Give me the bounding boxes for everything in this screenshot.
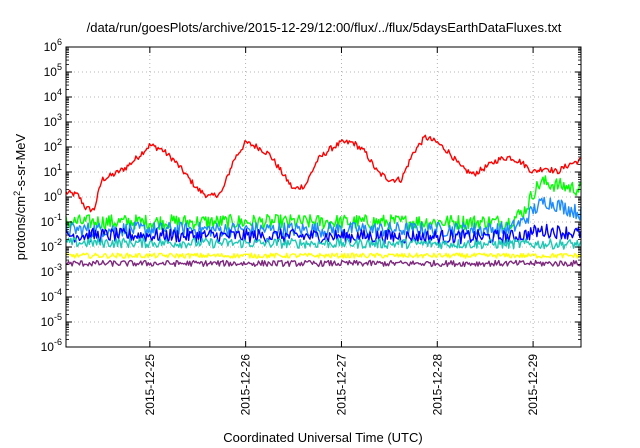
series-line-6	[65, 259, 582, 268]
x-tick-label: 2015-12-27	[334, 354, 348, 416]
y-tick-label: 10-4	[41, 287, 62, 304]
series-line-2	[65, 196, 582, 238]
y-tick-label: 100	[44, 187, 62, 204]
y-axis-label-suffix: -s-sr-MeV	[13, 133, 28, 190]
y-tick-label: 10-3	[41, 262, 62, 279]
y-tick-label: 103	[44, 112, 62, 129]
y-tick-label: 10-5	[41, 312, 62, 329]
y-axis: 10-6 10-5 10-4 10-3 10-2 10-1 100 101 102 103 104 1…	[41, 37, 581, 354]
x-axis-label: Coordinated Universal Time (UTC)	[223, 430, 422, 445]
grid	[66, 47, 581, 347]
x-tick-label: 2015-12-25	[143, 354, 157, 416]
series-line-1	[65, 175, 582, 231]
y-tick-label: 10-6	[41, 337, 62, 354]
series-line-5	[65, 252, 582, 259]
series-line-4	[65, 237, 582, 250]
y-tick-label: 101	[44, 162, 62, 179]
y-tick-label: 104	[44, 87, 62, 104]
y-tick-label: 105	[44, 62, 62, 79]
y-tick-label: 10-2	[41, 237, 62, 254]
x-tick-label: 2015-12-28	[430, 354, 444, 416]
x-tick-label: 2015-12-26	[239, 354, 253, 416]
series-lines	[65, 134, 582, 268]
plot-frame	[65, 46, 582, 348]
y-tick-label: 106	[44, 37, 62, 54]
y-axis-label-exponent: 2	[12, 191, 22, 196]
x-tick-label: 2015-12-29	[526, 354, 540, 416]
y-axis-label-base: protons/cm	[13, 196, 28, 260]
y-tick-label: 10-1	[41, 212, 62, 229]
chart-title: /data/run/goesPlots/archive/2015-12-29/1…	[87, 20, 562, 35]
x-axis: 2015-12-25 2015-12-26 2015-12-27 2015-12-28…	[143, 47, 540, 415]
y-tick-label: 102	[44, 137, 62, 154]
y-axis-label: protons/cm2-s-sr-MeV	[12, 133, 28, 260]
series-line-0	[65, 134, 582, 213]
